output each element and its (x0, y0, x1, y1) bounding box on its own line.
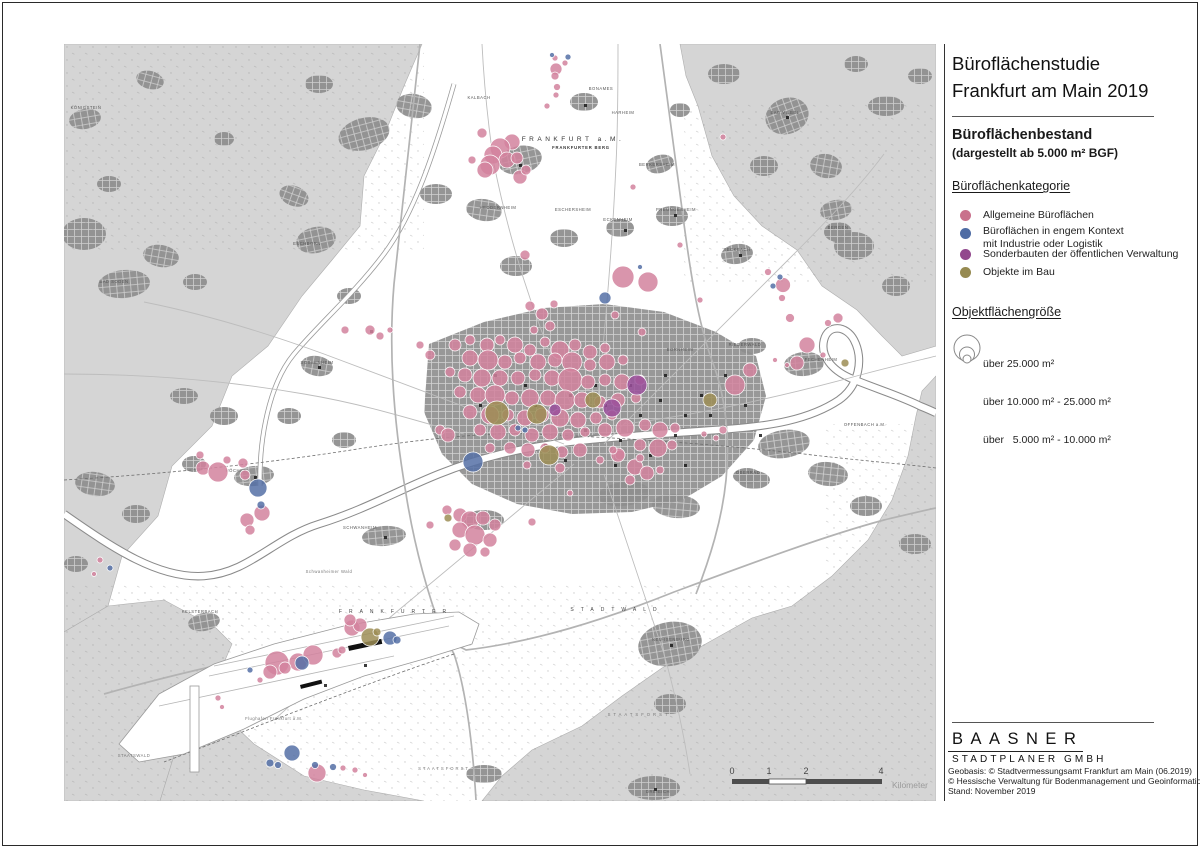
svg-text:BONAMES: BONAMES (589, 86, 613, 91)
svg-text:BAD SODEN: BAD SODEN (99, 279, 128, 284)
section-title: Büroflächenbestand (952, 127, 1093, 143)
legend-item-label: Objekte im Bau (983, 266, 1055, 278)
map-labels: FRANKFURT a.M. FRANKFURTER BERG KALBACH BON… (71, 86, 886, 794)
svg-text:BORNHEIM: BORNHEIM (667, 347, 694, 352)
map-area: FRANKFURT a.M. FRANKFURTER BERG KALBACH BON… (61, 43, 938, 802)
svg-text:Schwanheimer Wald: Schwanheimer Wald (306, 569, 353, 574)
svg-text:PREUNGESHEIM: PREUNGESHEIM (656, 207, 696, 212)
svg-text:FRANKFURT a.M.: FRANKFURT a.M. (522, 136, 625, 143)
logo-subtitle: STADTPLANER GMBH (952, 754, 1107, 765)
sheet-title: Büroflächenstudie Frankfurt am Main 2019 (952, 50, 1148, 104)
svg-text:OFFENBACH a.M.: OFFENBACH a.M. (844, 422, 886, 427)
legend-item-label: Büroflächen in engem Kontext (983, 225, 1124, 237)
svg-text:SECKBACH: SECKBACH (723, 247, 750, 252)
size-line-1: über 25.000 m² (983, 358, 1055, 371)
legend-item-sonderbauten: Sonderbauten der öffentlichen Verwaltung (952, 248, 1190, 261)
frankfurt-map: FRANKFURT a.M. FRANKFURTER BERG KALBACH BON… (61, 43, 938, 802)
sizes-heading: Objektflächengröße (952, 305, 1062, 319)
legend-item-label2: mit Industrie oder Logistik (983, 237, 1103, 250)
category-dot-purple (960, 249, 971, 260)
map-panel-divider (944, 44, 945, 801)
svg-text:KALBACH: KALBACH (467, 95, 490, 100)
runway-west (189, 685, 200, 773)
runway-mark (300, 679, 323, 689)
svg-text:RIEDERWALD: RIEDERWALD (729, 342, 762, 347)
category-dot-olive (960, 267, 971, 278)
svg-text:STAATSFORST: STAATSFORST (608, 712, 671, 717)
legend-panel: Büroflächenstudie Frankfurt am Main 2019… (948, 0, 1200, 848)
divider-line (952, 722, 1154, 723)
legend-item-label: Allgemeine Büroflächen (983, 209, 1094, 221)
svg-text:HARHEIM: HARHEIM (612, 110, 635, 115)
svg-text:BAD VILBEL: BAD VILBEL (771, 110, 800, 115)
svg-text:HEDDERNHEIM: HEDDERNHEIM (480, 205, 517, 210)
svg-text:STADTWALD: STADTWALD (570, 607, 663, 613)
svg-text:STAATSFORST: STAATSFORST (418, 766, 470, 771)
svg-text:FRANKFURTER BERG: FRANKFURTER BERG (552, 145, 610, 150)
title-line2: Frankfurt am Main 2019 (952, 80, 1149, 101)
svg-text:2: 2 (803, 766, 808, 776)
river-nidda (257, 83, 457, 487)
credit-line-1: Geobasis: © Stadtvermessungsamt Frankfur… (948, 766, 1192, 776)
svg-text:Kilometer: Kilometer (892, 780, 928, 790)
category-dot-blue (960, 228, 971, 239)
legend-item-industrie: Büroflächen in engem Kontext mit Industr… (952, 225, 1190, 250)
svg-text:SCHWANHEIM: SCHWANHEIM (343, 525, 377, 530)
credit-line-2: © Hessische Verwaltung für Bodenmanageme… (948, 776, 1200, 786)
category-dot-pink (960, 210, 971, 221)
categories-heading: Büroflächenkategorie (952, 179, 1071, 193)
svg-text:BERGEN: BERGEN (828, 225, 849, 230)
svg-text:OBERRAD: OBERRAD (736, 470, 760, 475)
svg-text:DREIEICH: DREIEICH (646, 789, 670, 794)
svg-text:KELSTERBACH: KELSTERBACH (182, 609, 218, 614)
nested-circles-icon (953, 334, 981, 364)
baasner-logo: BAASNER STADTPLANER GMBH (948, 730, 1106, 765)
divider-line (952, 116, 1154, 117)
section-subtitle: (dargestellt ab 5.000 m² BGF) (952, 146, 1119, 160)
svg-text:ESCHERSHEIM: ESCHERSHEIM (555, 207, 591, 212)
legend-item-allgemein: Allgemeine Büroflächen (952, 209, 1190, 222)
svg-text:Flughafen Frankfurt a.M.: Flughafen Frankfurt a.M. (245, 716, 303, 721)
title-line1: Büroflächenstudie (952, 53, 1101, 74)
svg-text:1: 1 (766, 766, 771, 776)
logo-name: BAASNER (948, 730, 1084, 752)
svg-text:FRANKFURTER: FRANKFURTER (339, 609, 453, 615)
svg-text:STAATSWALD: STAATSWALD (118, 753, 151, 758)
svg-text:KÖNIGSTEIN: KÖNIGSTEIN (71, 105, 102, 110)
office-site-circles (91, 52, 850, 783)
size-line-3: über 5.000 m² - 10.000 m² (983, 433, 1111, 446)
river-main (61, 324, 938, 581)
svg-text:BERKERSHEIM: BERKERSHEIM (639, 162, 675, 167)
legend-item-label: Sonderbauten der öffentlichen Verwaltung (983, 248, 1179, 260)
credit-line-3: Stand: November 2019 (948, 786, 1036, 796)
svg-text:0: 0 (729, 766, 734, 776)
svg-text:FECHENHEIM: FECHENHEIM (805, 357, 838, 362)
svg-text:HÖCHST: HÖCHST (226, 468, 247, 473)
svg-text:NEU-ISENBURG: NEU-ISENBURG (652, 637, 690, 642)
scale-bar: 0 1 2 4 Kilometer (729, 766, 928, 790)
forest-texture (64, 44, 936, 801)
svg-text:SOSSENHEIM: SOSSENHEIM (301, 360, 334, 365)
credits: Geobasis: © Stadtvermessungsamt Frankfur… (948, 766, 1200, 796)
size-line-2: über 10.000 m² - 25.000 m² (983, 395, 1111, 408)
size-legend-lines: über 25.000 m² über 10.000 m² - 25.000 m… (983, 333, 1111, 472)
svg-text:ESCHBORN: ESCHBORN (293, 241, 321, 246)
svg-text:ECKENHEIM: ECKENHEIM (603, 217, 632, 222)
legend-item-bau: Objekte im Bau (952, 266, 1190, 279)
svg-text:4: 4 (878, 766, 883, 776)
